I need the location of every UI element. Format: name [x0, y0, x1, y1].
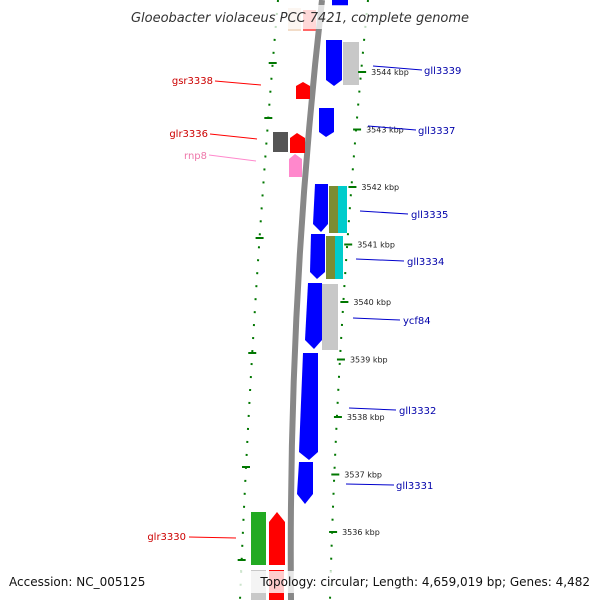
scale-tick-label: 3543 kbp: [366, 126, 404, 135]
gene-gll3334-cyan-block[interactable]: [335, 236, 343, 279]
gene-label-gll3337[interactable]: gll3337: [418, 126, 455, 137]
scale-labels: 3544 kbp 3543 kbp 3542 kbp 3541 kbp 3540 kbp…: [329, 68, 409, 537]
gene-labels: gsr3338 glr3336 rnp8 glr3330 gll3339 gll…: [147, 66, 461, 543]
gene-glr3336-arrow[interactable]: [290, 133, 305, 153]
gene-ycf84-arrow[interactable]: [305, 283, 322, 349]
leader-glr3330: [188, 536, 237, 539]
gene-gll3335-olive-block[interactable]: [329, 186, 338, 233]
gene-gll3339-pseudo-block[interactable]: [343, 42, 359, 85]
leader-gll3337: [367, 125, 417, 131]
gene-label-gll3331[interactable]: gll3331: [396, 481, 433, 492]
leader-ycf84: [352, 317, 401, 321]
scale-tick-label: 3538 kbp: [347, 413, 385, 422]
gene-gll3335-cyan-block[interactable]: [338, 186, 347, 233]
scale-tick-label: 3536 kbp: [342, 528, 380, 537]
gene-gll3339-arrow[interactable]: [326, 40, 342, 86]
gene-gll3332-arrow[interactable]: [299, 353, 318, 460]
gene-label-leaders: [188, 65, 423, 539]
topology-text: Topology: circular; Length: 4,659,019 bp…: [259, 575, 590, 589]
gene-gll3334-arrow[interactable]: [310, 234, 325, 279]
left-dotted-guide: [239, 0, 279, 600]
gene-gsr3338-arrow[interactable]: [296, 82, 310, 99]
tick-marks: [237, 62, 277, 561]
gene-glyphs: [251, 40, 359, 600]
title-backdrop: [100, 5, 500, 29]
gene-gll3334-olive-block[interactable]: [326, 236, 335, 279]
gene-label-gll3332[interactable]: gll3332: [399, 406, 436, 417]
leader-gll3339: [372, 65, 423, 71]
gene-label-ycf84[interactable]: ycf84: [403, 316, 431, 327]
leader-gll3335: [359, 210, 409, 215]
scale-tick-label: 3542 kbp: [361, 183, 399, 192]
scale-tick-label: 3537 kbp: [344, 471, 382, 480]
gene-glr3336-cds-block[interactable]: [273, 132, 288, 152]
accession-text: Accession: NC_005125: [9, 575, 145, 589]
scale-tick-label: 3539 kbp: [350, 356, 388, 365]
genome-backbone: [287, 0, 325, 600]
scale-tick-label: 3541 kbp: [357, 241, 395, 250]
leader-gsr3338: [214, 80, 262, 86]
leader-gll3334: [355, 258, 405, 262]
gene-rnp8-arrow[interactable]: [289, 154, 302, 177]
gene-gll3337-arrow[interactable]: [319, 108, 334, 137]
gene-label-glr3336[interactable]: glr3336: [169, 129, 208, 140]
gene-label-gll3334[interactable]: gll3334: [407, 257, 444, 268]
leader-glr3336: [209, 133, 258, 140]
top-fragment-blue: [332, 0, 348, 6]
gene-gll3331-arrow[interactable]: [297, 462, 313, 504]
scale-tick-label: 3540 kbp: [353, 298, 391, 307]
gene-label-gll3335[interactable]: gll3335: [411, 210, 448, 221]
leader-gll3332: [348, 407, 397, 411]
gene-label-glr3330[interactable]: glr3330: [147, 532, 186, 543]
gene-glr3330-arrow[interactable]: [269, 512, 285, 565]
leader-rnp8: [208, 154, 257, 162]
gene-label-rnp8[interactable]: rnp8: [184, 151, 207, 162]
footer-backdrop: [0, 571, 600, 593]
scale-tick-label: 3544 kbp: [371, 68, 409, 77]
gene-label-gsr3338[interactable]: gsr3338: [172, 76, 213, 87]
map-title: Gloeobacter violaceus PCC 7421, complete…: [131, 11, 469, 26]
gene-ycf84-pseudo-block[interactable]: [322, 284, 338, 350]
leader-gll3331: [345, 483, 395, 486]
dotted-guides: [239, 0, 369, 600]
gene-label-gll3339[interactable]: gll3339: [424, 66, 461, 77]
gene-glr3330-green-block[interactable]: [251, 512, 266, 565]
gene-gll3335-arrow[interactable]: [313, 184, 328, 232]
